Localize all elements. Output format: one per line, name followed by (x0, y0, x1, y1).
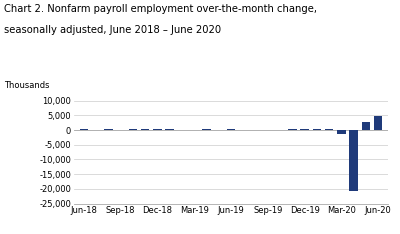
Bar (141, 129, 150, 130)
Bar (349, 130, 358, 191)
Bar (374, 116, 382, 130)
Bar (165, 129, 174, 130)
Bar (227, 129, 235, 130)
Bar (362, 122, 370, 130)
Text: Chart 2. Nonfarm payroll employment over-the-month change,: Chart 2. Nonfarm payroll employment over… (4, 4, 317, 14)
Bar (325, 129, 334, 130)
Bar (104, 129, 113, 130)
Bar (128, 129, 137, 130)
Bar (80, 129, 88, 130)
Bar (153, 129, 162, 130)
Text: seasonally adjusted, June 2018 – June 2020: seasonally adjusted, June 2018 – June 20… (4, 25, 221, 35)
Bar (202, 129, 211, 130)
Text: Thousands: Thousands (4, 81, 50, 90)
Bar (337, 130, 346, 134)
Bar (312, 129, 321, 130)
Bar (288, 129, 297, 130)
Bar (300, 129, 309, 130)
